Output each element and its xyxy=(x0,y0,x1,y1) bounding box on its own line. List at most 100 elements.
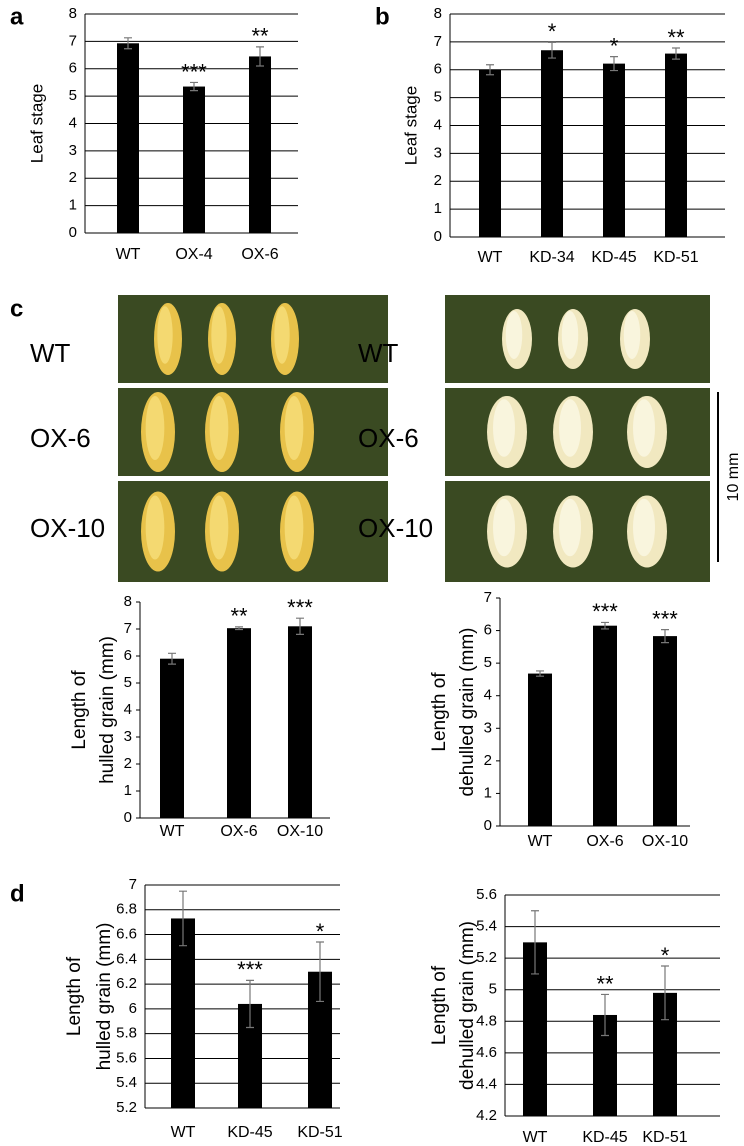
y-tick-label: 5.2 xyxy=(116,1099,137,1116)
grain-highlight xyxy=(209,495,229,560)
y-tick-label: 1 xyxy=(69,197,77,214)
y-axis-label: Length of xyxy=(429,672,450,752)
row-label: OX-6 xyxy=(30,423,91,453)
y-tick-label: 5 xyxy=(69,87,77,104)
y-tick-label: 6.8 xyxy=(116,901,137,918)
y-tick-label: 0 xyxy=(124,809,132,826)
y-tick-label: 1 xyxy=(484,784,492,801)
y-tick-label: 6.6 xyxy=(116,926,137,943)
significance: *** xyxy=(237,957,263,982)
y-axis-label: dehulled grain (mm) xyxy=(457,628,478,797)
bar xyxy=(227,628,251,818)
significance: * xyxy=(661,943,670,968)
row-label: OX-10 xyxy=(358,513,433,543)
y-tick-label: 5.2 xyxy=(476,949,497,966)
x-tick-label: WT xyxy=(116,246,141,263)
x-tick-label: KD-51 xyxy=(642,1129,687,1146)
grain-highlight xyxy=(493,399,515,457)
y-tick-label: 5 xyxy=(484,654,492,671)
y-tick-label: 0 xyxy=(484,817,492,834)
y-tick-label: 5.8 xyxy=(116,1025,137,1042)
x-tick-label: OX-10 xyxy=(642,833,688,850)
error-bar xyxy=(601,621,609,630)
y-tick-label: 4 xyxy=(484,687,492,704)
significance: ** xyxy=(230,604,248,629)
error-bar xyxy=(548,41,556,59)
grain-highlight xyxy=(209,396,229,460)
significance: *** xyxy=(287,595,313,620)
y-tick-label: 5 xyxy=(489,981,497,998)
panel-label: b xyxy=(375,3,390,30)
row-label: WT xyxy=(30,338,71,368)
x-tick-label: KD-45 xyxy=(582,1129,627,1146)
grain-highlight xyxy=(274,306,290,364)
y-tick-label: 5 xyxy=(124,674,132,691)
y-tick-label: 7 xyxy=(434,33,442,50)
row-label: WT xyxy=(358,338,399,368)
bar xyxy=(528,673,552,826)
y-tick-label: 6 xyxy=(129,1000,137,1017)
error-bar xyxy=(168,652,176,665)
y-tick-label: 0 xyxy=(434,228,442,245)
grain-highlight xyxy=(145,396,165,460)
y-axis-label: hulled grain (mm) xyxy=(97,636,118,784)
error-bar xyxy=(190,81,198,92)
y-tick-label: 4.4 xyxy=(476,1075,497,1092)
y-tick-label: 7 xyxy=(124,620,132,637)
y-tick-label: 5.6 xyxy=(116,1049,137,1066)
error-bar xyxy=(610,56,618,72)
y-axis-label: Length of xyxy=(429,965,450,1045)
y-tick-label: 5.4 xyxy=(476,918,497,935)
y-tick-label: 7 xyxy=(69,32,77,49)
y-axis-label: Leaf stage xyxy=(401,86,420,165)
y-tick-label: 2 xyxy=(484,752,492,769)
y-tick-label: 5.6 xyxy=(476,886,497,903)
x-tick-label: KD-51 xyxy=(297,1124,342,1141)
y-tick-label: 6.2 xyxy=(116,975,137,992)
y-axis-label: Length of xyxy=(64,956,85,1036)
significance: *** xyxy=(181,59,207,84)
panel-label: d xyxy=(10,880,25,907)
x-tick-label: OX-4 xyxy=(175,246,212,263)
row-label: OX-10 xyxy=(30,513,105,543)
significance: * xyxy=(610,33,619,58)
y-axis-label: Length of xyxy=(69,670,90,750)
y-tick-label: 4 xyxy=(124,701,132,718)
x-tick-label: WT xyxy=(523,1129,548,1146)
x-tick-label: OX-6 xyxy=(241,246,278,263)
error-bar xyxy=(179,890,187,947)
error-bar xyxy=(124,37,132,50)
y-tick-label: 6.4 xyxy=(116,950,137,967)
x-tick-label: WT xyxy=(171,1124,196,1141)
y-tick-label: 3 xyxy=(69,142,77,159)
y-tick-label: 4 xyxy=(69,114,77,131)
error-bar xyxy=(661,628,669,644)
error-bar xyxy=(661,965,669,1021)
error-bar xyxy=(486,64,494,76)
error-bar xyxy=(601,993,609,1037)
y-tick-label: 3 xyxy=(484,719,492,736)
y-tick-label: 4.8 xyxy=(476,1012,497,1029)
significance: *** xyxy=(592,599,618,624)
grain-highlight xyxy=(633,498,655,557)
error-bar xyxy=(235,626,243,631)
bar xyxy=(160,658,184,818)
bar xyxy=(603,63,625,238)
x-tick-label: WT xyxy=(160,823,185,840)
y-tick-label: 3 xyxy=(124,728,132,745)
x-tick-label: KD-45 xyxy=(227,1124,272,1141)
error-bar xyxy=(296,617,304,635)
grain-highlight xyxy=(561,311,579,359)
bar xyxy=(249,56,271,234)
significance: ** xyxy=(667,25,685,50)
significance: * xyxy=(548,19,557,44)
x-tick-label: OX-10 xyxy=(277,823,323,840)
grain-highlight xyxy=(623,311,641,359)
scale-bar-label: 10 mm xyxy=(725,453,742,502)
bar xyxy=(541,50,563,237)
x-tick-label: WT xyxy=(528,833,553,850)
significance: ** xyxy=(251,24,269,49)
y-tick-label: 1 xyxy=(124,782,132,799)
y-tick-label: 1 xyxy=(434,200,442,217)
